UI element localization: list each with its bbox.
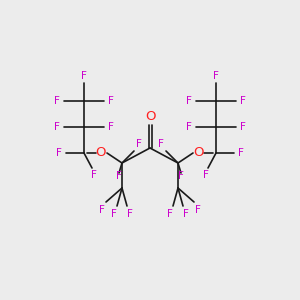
Text: F: F — [203, 170, 209, 180]
Text: O: O — [194, 146, 204, 160]
Text: F: F — [99, 205, 105, 215]
Text: F: F — [56, 148, 62, 158]
Text: F: F — [238, 148, 244, 158]
Text: F: F — [54, 96, 60, 106]
Text: F: F — [54, 122, 60, 132]
Text: F: F — [116, 171, 122, 181]
Text: F: F — [111, 209, 117, 219]
Text: F: F — [91, 170, 97, 180]
Text: F: F — [186, 96, 192, 106]
Text: O: O — [96, 146, 106, 160]
Text: F: F — [183, 209, 189, 219]
Text: F: F — [136, 139, 142, 149]
Text: F: F — [186, 122, 192, 132]
Text: F: F — [158, 139, 164, 149]
Text: F: F — [108, 96, 114, 106]
Text: F: F — [108, 122, 114, 132]
Text: F: F — [81, 71, 87, 81]
Text: O: O — [145, 110, 155, 122]
Text: F: F — [195, 205, 201, 215]
Text: F: F — [240, 122, 246, 132]
Text: F: F — [127, 209, 133, 219]
Text: F: F — [167, 209, 173, 219]
Text: F: F — [213, 71, 219, 81]
Text: F: F — [240, 96, 246, 106]
Text: F: F — [178, 171, 184, 181]
